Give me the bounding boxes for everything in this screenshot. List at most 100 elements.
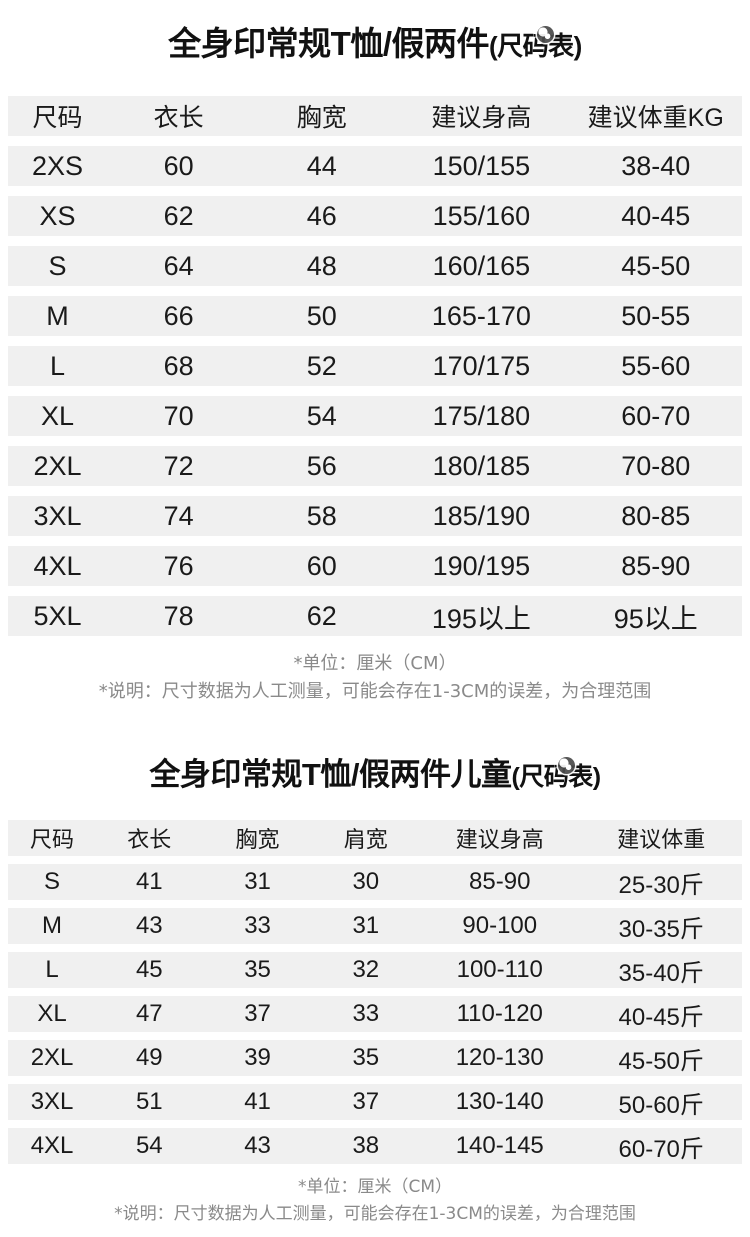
adult-header-height: 建议身高 <box>431 104 532 132</box>
cell-height: 90-100 <box>462 912 538 939</box>
cell-chest: 50 <box>306 300 337 331</box>
row-gap <box>8 336 742 346</box>
cell-weight: 50-55 <box>621 300 691 331</box>
cell-height: 195以上 <box>431 603 531 634</box>
cell-size: XL <box>41 400 75 431</box>
row-gap <box>8 988 742 996</box>
cell-weight: 25-30斤 <box>618 871 704 899</box>
cell-chest: 35 <box>244 956 271 983</box>
adult-note-description: *说明：尺寸数据为人工测量，可能会存在1-3CM的误差，为合理范围 <box>98 681 652 702</box>
cell-size: L <box>50 350 66 381</box>
kids-table-header-row: 尺码 衣长 胸宽 肩宽 建议身高 建议体重 <box>8 820 742 856</box>
adult-header-weight: 建议体重KG <box>587 104 724 132</box>
cell-size: 2XL <box>30 1044 74 1071</box>
adult-title-text: 全身印常规T恤/假两件 <box>168 25 489 62</box>
kids-header-shoulder: 肩宽 <box>343 827 388 852</box>
cell-length: 66 <box>163 300 194 331</box>
kids-title-suffix-text: (尺码表) <box>511 763 601 791</box>
cell-size: M <box>46 300 69 331</box>
adult-title-suffix-text: (尺码表) <box>489 31 582 61</box>
row-gap <box>8 856 742 864</box>
cell-weight: 55-60 <box>621 350 691 381</box>
table-row: L 45 35 32 100-110 35-40斤 <box>8 952 742 988</box>
cell-chest: 43 <box>244 1132 271 1159</box>
cell-weight: 95以上 <box>613 603 698 634</box>
cell-height: 180/185 <box>432 450 531 481</box>
kids-title-suffix: (尺码表) <box>511 755 601 799</box>
row-gap <box>8 286 742 296</box>
cell-chest: 60 <box>306 550 337 581</box>
cell-shoulder: 37 <box>352 1088 380 1115</box>
row-gap <box>8 136 742 146</box>
cell-chest: 62 <box>306 600 337 631</box>
cell-height: 140-145 <box>455 1132 544 1159</box>
cell-height: 165-170 <box>431 300 531 331</box>
row-gap <box>8 944 742 952</box>
cell-weight: 30-35斤 <box>618 915 704 943</box>
cell-weight: 40-45 <box>621 200 691 231</box>
cell-height: 170/175 <box>432 350 531 381</box>
table-row: XL 70 54 175/180 60-70 <box>8 396 742 436</box>
table-row: 4XL 54 43 38 140-145 60-70斤 <box>8 1128 742 1164</box>
cell-size: 4XL <box>33 550 82 581</box>
kids-header-weight: 建议体重 <box>617 827 706 852</box>
cell-chest: 56 <box>306 450 337 481</box>
row-gap <box>8 236 742 246</box>
cell-chest: 44 <box>306 150 337 181</box>
kids-chart-title: 全身印常规T恤/假两件儿童(尺码表) <box>0 753 750 799</box>
cell-length: 49 <box>135 1044 163 1071</box>
kids-note-description: *说明：尺寸数据为人工测量，可能会存在1-3CM的误差，为合理范围 <box>114 1204 636 1224</box>
row-gap <box>8 1120 742 1128</box>
adult-size-table: 尺码 衣长 胸宽 建议身高 建议体重KG 2XS 60 44 150/155 3… <box>8 96 742 636</box>
cell-weight: 40-45斤 <box>618 1003 704 1031</box>
kids-size-table: 尺码 衣长 胸宽 肩宽 建议身高 建议体重 S 41 31 30 85-90 2… <box>8 820 742 1164</box>
kids-header-height: 建议身高 <box>455 827 544 852</box>
row-gap <box>8 436 742 446</box>
adult-header-length: 衣长 <box>153 104 204 132</box>
cell-length: 72 <box>163 450 194 481</box>
table-row: 2XS 60 44 150/155 38-40 <box>8 146 742 186</box>
table-row: S 64 48 160/165 45-50 <box>8 246 742 286</box>
cell-shoulder: 33 <box>352 1000 380 1027</box>
cell-size: M <box>42 912 63 939</box>
cell-shoulder: 31 <box>352 912 380 939</box>
cell-height: 150/155 <box>432 150 531 181</box>
table-row: 2XL 72 56 180/185 70-80 <box>8 446 742 486</box>
cell-size: S <box>48 250 67 281</box>
cell-chest: 33 <box>244 912 271 939</box>
cell-chest: 37 <box>244 1000 271 1027</box>
cell-weight: 45-50斤 <box>618 1047 704 1075</box>
table-row: XS 62 46 155/160 40-45 <box>8 196 742 236</box>
table-row: 3XL 51 41 37 130-140 50-60斤 <box>8 1084 742 1120</box>
cell-size: 4XL <box>30 1132 74 1159</box>
cell-length: 51 <box>135 1088 163 1115</box>
cell-length: 54 <box>135 1132 163 1159</box>
adult-chart-title: 全身印常规T恤/假两件(尺码表) <box>0 22 750 73</box>
cell-height: 160/165 <box>432 250 531 281</box>
table-row: 5XL 78 62 195以上 95以上 <box>8 596 742 636</box>
cell-length: 41 <box>135 868 163 895</box>
cell-length: 64 <box>163 250 194 281</box>
cell-weight: 60-70 <box>621 400 691 431</box>
cell-shoulder: 30 <box>352 868 380 895</box>
row-gap <box>8 900 742 908</box>
table-row: M 66 50 165-170 50-55 <box>8 296 742 336</box>
kids-table-notes: *单位：厘米（CM） *说明：尺寸数据为人工测量，可能会存在1-3CM的误差，为… <box>0 1174 750 1228</box>
cell-height: 155/160 <box>432 200 531 231</box>
cell-weight: 80-85 <box>621 500 691 531</box>
cell-shoulder: 35 <box>352 1044 380 1071</box>
cell-height: 190/195 <box>432 550 531 581</box>
cell-length: 43 <box>135 912 163 939</box>
table-row: L 68 52 170/175 55-60 <box>8 346 742 386</box>
cell-length: 74 <box>163 500 194 531</box>
adult-title-suffix: (尺码表) <box>489 24 582 68</box>
cell-length: 62 <box>163 200 194 231</box>
cell-chest: 52 <box>306 350 337 381</box>
cell-size: 3XL <box>30 1088 74 1115</box>
cell-chest: 41 <box>244 1088 271 1115</box>
adult-table-header-row: 尺码 衣长 胸宽 建议身高 建议体重KG <box>8 96 742 136</box>
adult-note-unit: *单位：厘米（CM） <box>293 653 457 674</box>
cell-size: XS <box>39 200 76 231</box>
cell-weight: 38-40 <box>621 150 691 181</box>
